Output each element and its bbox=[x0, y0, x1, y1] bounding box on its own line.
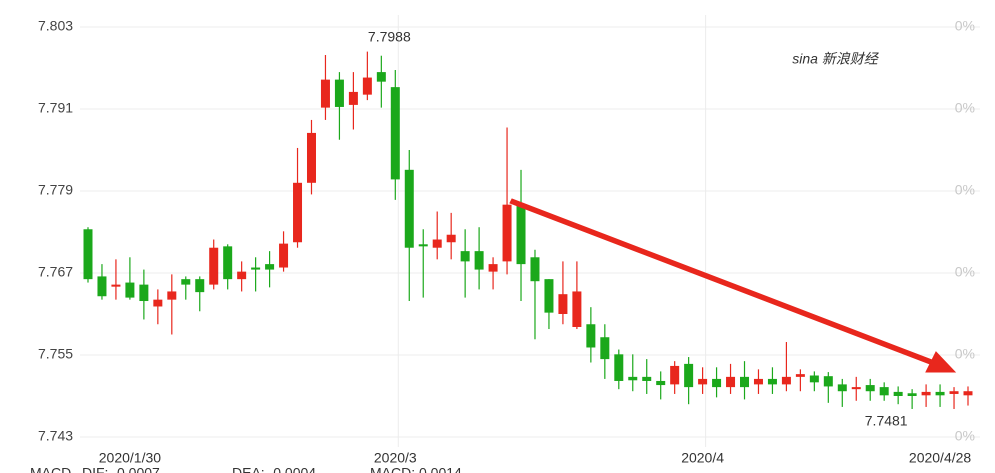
x-tick-label: 2020/4/28 bbox=[909, 450, 971, 466]
candle-body bbox=[879, 387, 889, 396]
candle-body bbox=[767, 378, 777, 385]
candle-body bbox=[502, 204, 512, 262]
candle-body bbox=[181, 279, 191, 285]
candle-body bbox=[320, 79, 330, 108]
candle-body bbox=[949, 391, 959, 394]
candle-body bbox=[795, 374, 805, 377]
right-axis-label: 0% bbox=[955, 100, 975, 116]
candle-body bbox=[376, 72, 386, 82]
candle-body bbox=[893, 391, 903, 396]
candle-body bbox=[698, 378, 708, 385]
candle-body bbox=[488, 264, 498, 272]
candle-body bbox=[237, 271, 247, 280]
candle-body bbox=[474, 251, 484, 270]
y-tick-label: 7.743 bbox=[38, 428, 73, 444]
candle-body bbox=[390, 87, 400, 180]
candle-body bbox=[837, 384, 847, 392]
candle-body bbox=[823, 376, 833, 387]
max-annotation: 7.7988 bbox=[368, 29, 411, 45]
watermark: sina 新浪财经 bbox=[792, 51, 880, 67]
candle-body bbox=[753, 378, 763, 385]
right-axis-label: 0% bbox=[955, 182, 975, 198]
candle-body bbox=[740, 376, 750, 388]
candle-body bbox=[306, 132, 316, 183]
candle-body bbox=[600, 337, 610, 360]
candle-body bbox=[963, 391, 973, 396]
candle-body bbox=[125, 282, 135, 298]
y-tick-label: 7.791 bbox=[38, 100, 73, 116]
candle-body bbox=[628, 376, 638, 381]
indicator-label: MACD bbox=[30, 465, 71, 473]
y-tick-label: 7.767 bbox=[38, 264, 73, 280]
candle-body bbox=[656, 380, 666, 386]
candle-body bbox=[432, 239, 442, 248]
indicator-label: MACD: 0.0014 bbox=[370, 465, 462, 473]
right-axis-label: 0% bbox=[955, 346, 975, 362]
candle-body bbox=[684, 363, 694, 388]
candle-body bbox=[572, 291, 582, 327]
candle-body bbox=[167, 291, 177, 300]
candle-body bbox=[670, 365, 680, 385]
right-axis-label: 0% bbox=[955, 264, 975, 280]
candle-body bbox=[334, 79, 344, 107]
candle-body bbox=[726, 376, 736, 388]
right-axis-label: 0% bbox=[955, 428, 975, 444]
candle-body bbox=[446, 234, 456, 243]
candle-body bbox=[614, 354, 624, 381]
indicator-label: DEA: -0.0004 bbox=[232, 465, 316, 473]
candle-body bbox=[153, 299, 163, 307]
x-tick-label: 2020/3 bbox=[374, 450, 417, 466]
indicator-label: DIF: -0.0007 bbox=[82, 465, 160, 473]
candle-body bbox=[516, 204, 526, 265]
right-axis-label: 0% bbox=[955, 18, 975, 34]
candle-body bbox=[851, 387, 861, 390]
candle-body bbox=[642, 376, 652, 381]
candle-body bbox=[83, 229, 93, 280]
candle-body bbox=[460, 251, 470, 262]
candle-body bbox=[935, 391, 945, 396]
candle-body bbox=[712, 378, 722, 388]
y-tick-label: 7.755 bbox=[38, 346, 73, 362]
x-tick-label: 2020/1/30 bbox=[99, 450, 161, 466]
candle-body bbox=[586, 324, 596, 348]
candle-body bbox=[279, 243, 289, 268]
candle-body bbox=[907, 393, 917, 396]
candle-body bbox=[418, 244, 428, 247]
candle-body bbox=[265, 264, 275, 270]
min-annotation: 7.7481 bbox=[865, 413, 908, 429]
candle-body bbox=[921, 391, 931, 396]
candle-body bbox=[209, 247, 219, 285]
candle-body bbox=[348, 91, 358, 105]
candle-body bbox=[195, 279, 205, 293]
candle-body bbox=[544, 279, 554, 313]
candle-body bbox=[865, 385, 875, 392]
candle-body bbox=[223, 246, 233, 280]
y-tick-label: 7.779 bbox=[38, 182, 73, 198]
candle-body bbox=[111, 284, 121, 287]
x-tick-label: 2020/4 bbox=[681, 450, 724, 466]
candle-body bbox=[530, 257, 540, 282]
candle-body bbox=[362, 77, 372, 95]
candle-body bbox=[251, 267, 261, 270]
candle-body bbox=[809, 375, 819, 383]
trend-arrow bbox=[509, 198, 957, 373]
candle-body bbox=[97, 276, 107, 297]
candle-body bbox=[404, 169, 414, 248]
candle-body bbox=[293, 182, 303, 243]
y-tick-label: 7.803 bbox=[38, 18, 73, 34]
candle-body bbox=[558, 294, 568, 314]
candle-body bbox=[139, 284, 149, 302]
candle-body bbox=[781, 376, 791, 385]
